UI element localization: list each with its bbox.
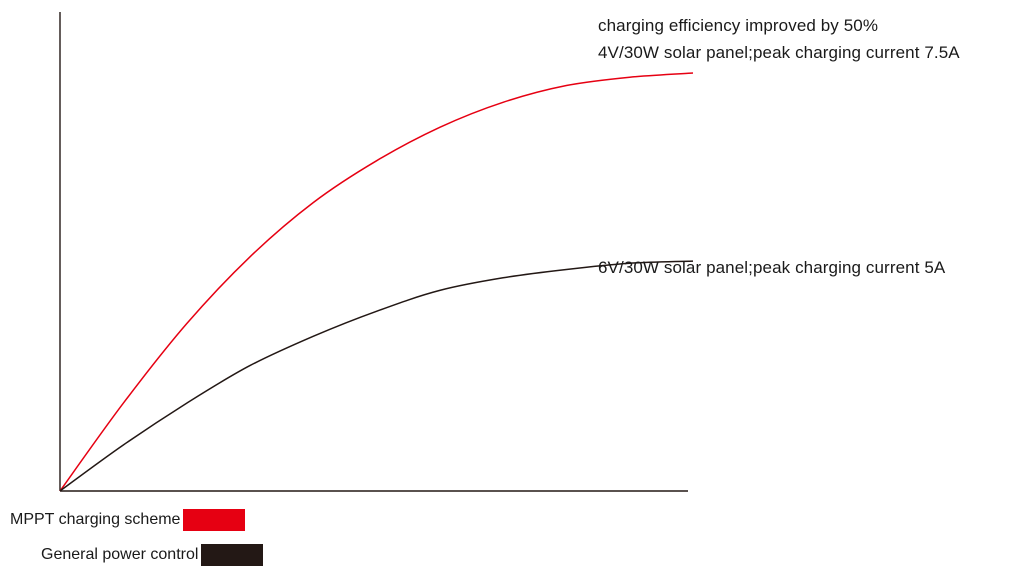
legend-item-general: General power control xyxy=(41,544,264,566)
legend-label-general: General power control xyxy=(41,546,199,563)
series-general-line xyxy=(59,260,694,492)
legend-swatch-mppt xyxy=(183,509,246,531)
series-mppt-line xyxy=(59,72,694,492)
annotation-mppt-panel: 4V/30W solar panel;peak charging current… xyxy=(598,43,960,62)
series-layer xyxy=(59,72,694,492)
legend-label-mppt: MPPT charging scheme xyxy=(10,511,181,528)
annotation-efficiency: charging efficiency improved by 50% xyxy=(598,16,879,35)
legend-swatch-general xyxy=(201,544,264,566)
annotation-general-panel: 6V/30W solar panel;peak charging current… xyxy=(598,258,946,277)
legend-item-mppt: MPPT charging scheme xyxy=(10,509,246,531)
